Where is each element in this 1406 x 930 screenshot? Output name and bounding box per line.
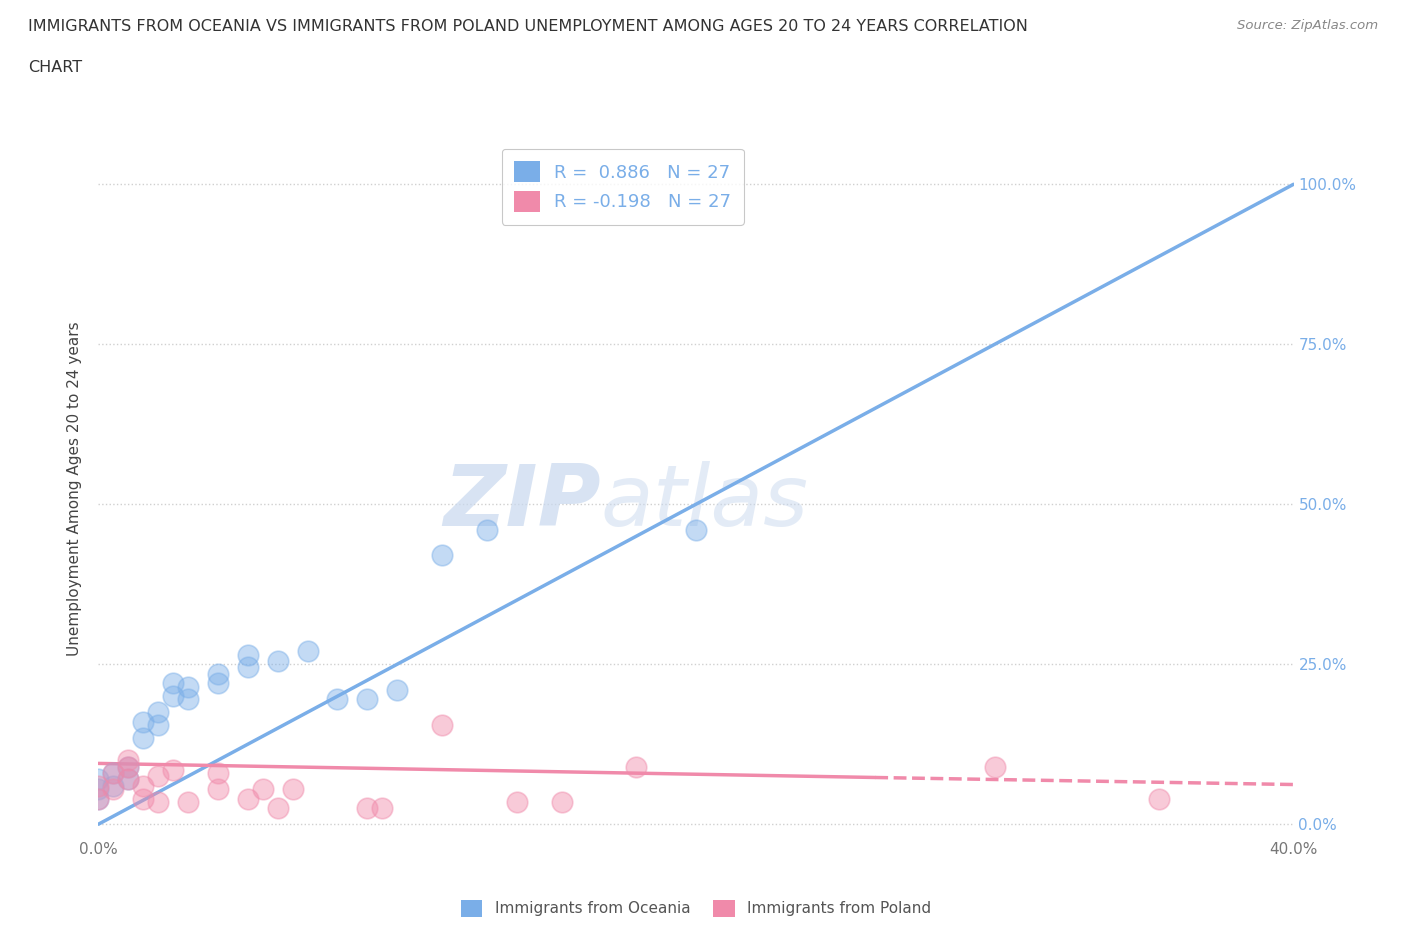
Point — [236, 660, 259, 675]
Point — [148, 769, 170, 784]
Point — [207, 667, 229, 682]
Point — [297, 644, 319, 658]
Text: IMMIGRANTS FROM OCEANIA VS IMMIGRANTS FROM POLAND UNEMPLOYMENT AMONG AGES 20 TO : IMMIGRANTS FROM OCEANIA VS IMMIGRANTS FR… — [28, 19, 1028, 33]
Point — [252, 781, 274, 796]
Point — [356, 692, 378, 707]
Point — [207, 781, 229, 796]
Point — [430, 548, 453, 563]
Point — [132, 714, 155, 729]
Text: CHART: CHART — [28, 60, 82, 75]
Y-axis label: Unemployment Among Ages 20 to 24 years: Unemployment Among Ages 20 to 24 years — [67, 321, 83, 656]
Point — [207, 676, 229, 691]
Point — [626, 759, 648, 774]
Point — [236, 647, 259, 662]
Point — [132, 778, 155, 793]
Point — [281, 781, 304, 796]
Point — [117, 772, 139, 787]
Point — [148, 705, 170, 720]
Point — [162, 676, 184, 691]
Point — [148, 718, 170, 733]
Point — [207, 765, 229, 780]
Point — [87, 791, 110, 806]
Point — [87, 781, 110, 796]
Point — [984, 759, 1007, 774]
Text: atlas: atlas — [600, 460, 808, 544]
Point — [1147, 791, 1170, 806]
Point — [103, 765, 125, 780]
Point — [87, 772, 110, 787]
Point — [117, 752, 139, 767]
Point — [177, 692, 200, 707]
Point — [117, 772, 139, 787]
Text: Source: ZipAtlas.com: Source: ZipAtlas.com — [1237, 19, 1378, 32]
Point — [117, 759, 139, 774]
Point — [506, 794, 529, 809]
Point — [326, 692, 349, 707]
Point — [132, 730, 155, 745]
Legend: Immigrants from Oceania, Immigrants from Poland: Immigrants from Oceania, Immigrants from… — [456, 894, 936, 923]
Point — [685, 523, 707, 538]
Point — [132, 791, 155, 806]
Point — [177, 794, 200, 809]
Point — [356, 801, 378, 816]
Point — [371, 801, 394, 816]
Point — [550, 794, 572, 809]
Point — [430, 718, 453, 733]
Point — [117, 759, 139, 774]
Point — [267, 654, 290, 669]
Point — [162, 689, 184, 704]
Point — [385, 683, 409, 698]
Point — [177, 679, 200, 694]
Point — [103, 781, 125, 796]
Text: ZIP: ZIP — [443, 460, 600, 544]
Point — [162, 763, 184, 777]
Point — [148, 794, 170, 809]
Point — [87, 791, 110, 806]
Point — [103, 778, 125, 793]
Point — [475, 523, 498, 538]
Point — [87, 778, 110, 793]
Point — [267, 801, 290, 816]
Point — [236, 791, 259, 806]
Point — [103, 765, 125, 780]
